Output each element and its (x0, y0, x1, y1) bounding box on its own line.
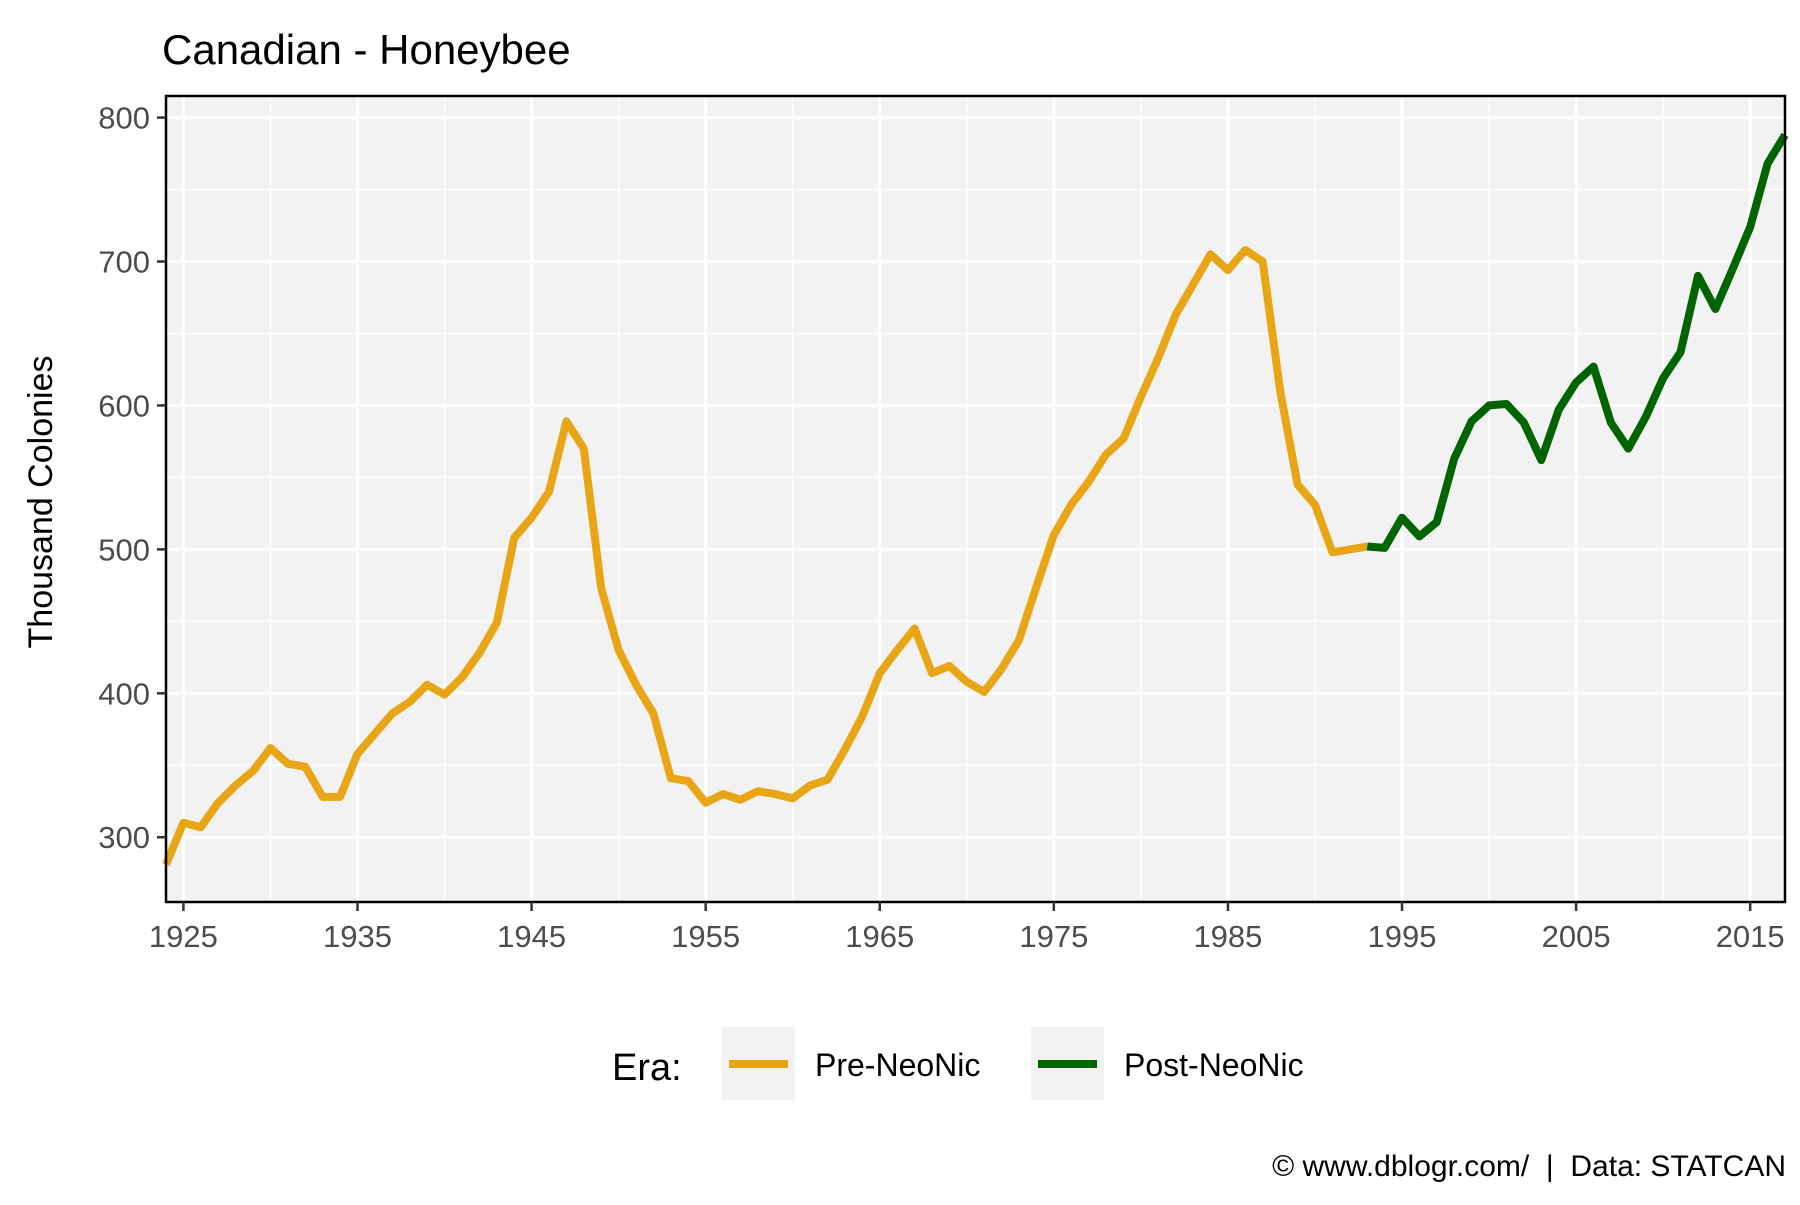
x-tick-label: 1965 (845, 919, 914, 954)
y-tick-label: 400 (98, 676, 150, 711)
plot-panel-border (164, 94, 1787, 904)
grid-lines (166, 96, 1785, 902)
series-line-pre-neonic (162, 246, 1368, 867)
legend: Era: Pre-NeoNic Post-NeoNic (612, 1027, 1304, 1100)
y-tick-label: 500 (98, 532, 150, 567)
x-tick-label: 1995 (1368, 919, 1437, 954)
x-tick-label: 2015 (1716, 919, 1785, 954)
legend-label-post-neonic: Post-NeoNic (1124, 1047, 1304, 1083)
x-tick-label: 1985 (1193, 919, 1262, 954)
y-tick-label: 800 (98, 101, 150, 136)
x-tick-label: 1945 (497, 919, 566, 954)
x-tick-label: 1955 (671, 919, 740, 954)
x-tick-label: 2005 (1542, 919, 1611, 954)
x-tick-label: 1925 (149, 919, 218, 954)
x-tick-label: 1975 (1019, 919, 1088, 954)
axes: 1925 1935 1945 1955 1965 1975 1985 1995 2005 2015… (98, 94, 1787, 954)
chart-title: Canadian - Honeybee (162, 26, 571, 73)
legend-label-pre-neonic: Pre-NeoNic (815, 1047, 980, 1083)
y-tick-label: 600 (98, 388, 150, 423)
y-tick-label: 700 (98, 245, 150, 280)
plot-panel-background (166, 96, 1785, 902)
series-lines (162, 132, 1789, 867)
y-tick-label: 300 (98, 820, 150, 855)
x-tick-label: 1935 (323, 919, 392, 954)
legend-title: Era: (612, 1047, 682, 1089)
y-axis-label: Thousand Colonies (22, 356, 60, 649)
series-line-post-neonic (1366, 132, 1789, 552)
caption: © www.dblogr.com/ | Data: STATCAN (1272, 1150, 1786, 1183)
